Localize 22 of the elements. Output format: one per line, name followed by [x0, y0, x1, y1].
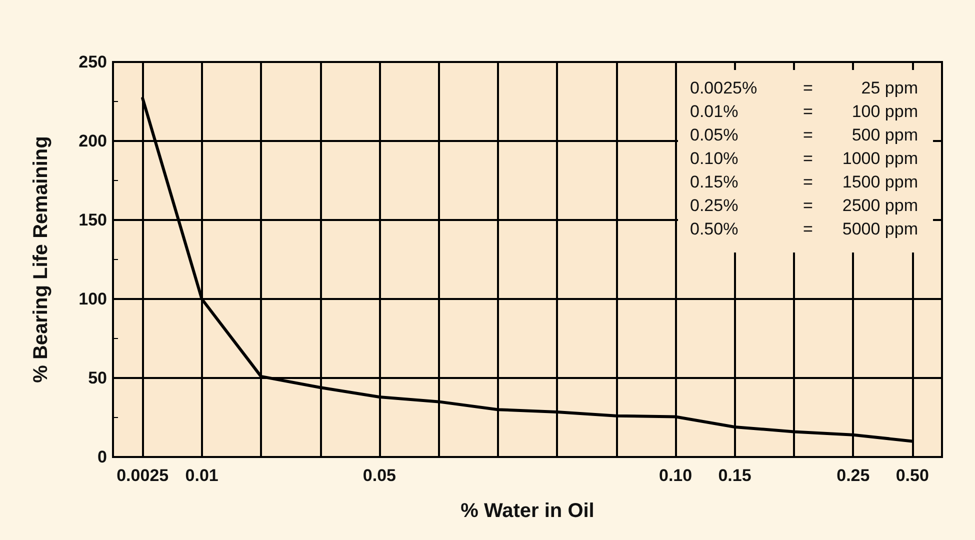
text: 0.25% = 2500 ppm: [690, 196, 918, 215]
text: 0.10% = 1000 ppm: [690, 149, 918, 168]
text: 0.0025% = 25 ppm: [690, 78, 918, 98]
text: 0.15% = 1500 ppm: [690, 172, 918, 192]
y-tick-label: 150: [78, 210, 107, 230]
x-tick-label: 0.15: [718, 466, 752, 485]
text: 0.50% = 5000 ppm: [690, 220, 918, 238]
y-tick-label: 50: [88, 368, 107, 388]
y-tick-label: 200: [78, 132, 107, 150]
text: 0.01% = 100 ppm: [690, 102, 918, 121]
x-tick-label: 0.05: [362, 466, 396, 485]
x-tick-label: 0.25: [836, 466, 870, 485]
y-axis-title: % Bearing Life Remaining: [30, 136, 52, 383]
y-tick-label: 100: [78, 290, 107, 308]
x-axis-title: % Water in Oil: [460, 500, 594, 522]
y-tick-label: 0: [98, 448, 107, 466]
x-tick-label: 0.0025: [116, 466, 169, 485]
x-tick-label: 0.01: [185, 466, 218, 485]
y-tick-label: 250: [78, 52, 107, 72]
x-tick-label: 0.10: [658, 466, 692, 485]
text: 0.05% = 500 ppm: [690, 126, 918, 144]
x-tick-label: 0.50: [896, 466, 929, 485]
